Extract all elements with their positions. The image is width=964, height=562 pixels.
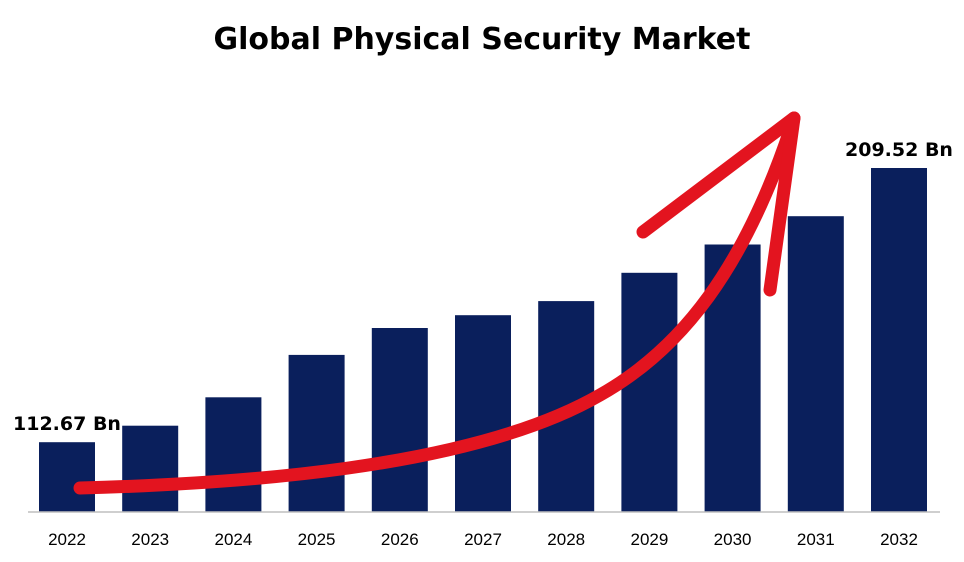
trend-arrow-curve [73,111,801,495]
data-label-2022: 112.67 Bn [13,413,121,435]
bar-2029 [621,272,678,512]
x-tick-2030: 2030 [714,530,752,549]
x-tick-2027: 2027 [464,530,502,549]
bar-2024 [205,397,262,512]
x-tick-2025: 2025 [298,530,336,549]
x-axis-ticks: 2022 2023 2024 2025 2026 2027 2028 2029 2030 2031… [48,530,918,549]
x-tick-2026: 2026 [381,530,419,549]
data-label-2032: 209.52 Bn [845,139,953,161]
x-tick-2023: 2023 [131,530,169,549]
x-tick-2032: 2032 [880,530,918,549]
x-tick-2022: 2022 [48,530,86,549]
x-tick-2031: 2031 [797,530,835,549]
x-tick-2024: 2024 [214,530,252,549]
data-labels: 112.67 Bn 209.52 Bn [13,139,953,435]
bar-2023 [122,425,179,512]
bar-2032 [871,168,927,512]
chart-title: Global Physical Security Market [213,22,751,57]
bars-group [39,168,927,512]
trend-arrow [73,111,801,495]
bar-2031 [787,216,844,512]
x-tick-2028: 2028 [547,530,585,549]
bar-2026 [371,328,428,512]
trend-arrow-head [636,111,801,297]
x-tick-2029: 2029 [630,530,668,549]
bar-2025 [288,354,345,512]
bar-2027 [455,315,511,512]
bar-2022 [39,442,95,512]
